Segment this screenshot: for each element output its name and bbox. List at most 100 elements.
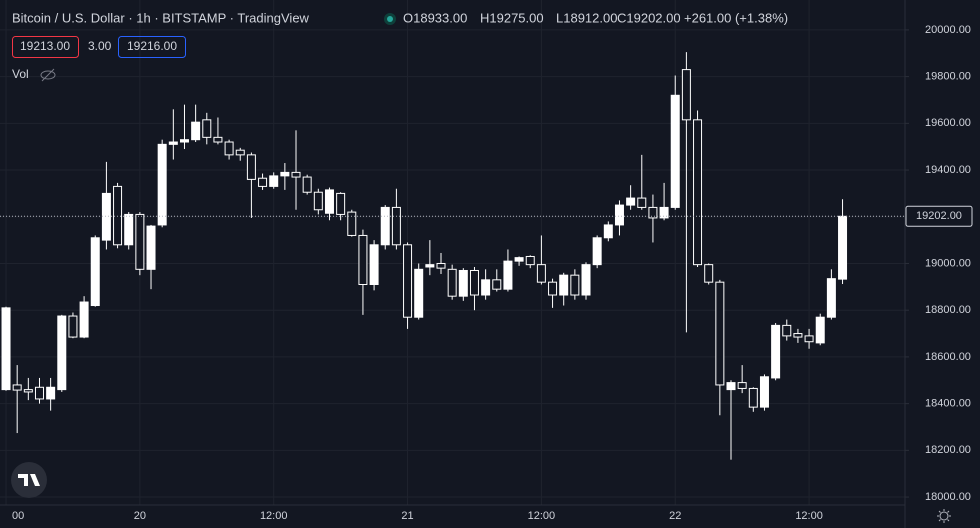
candle-body (581, 264, 591, 296)
ask-box[interactable] (118, 36, 186, 58)
settings-icon[interactable] (937, 509, 951, 523)
candle-body (46, 386, 56, 400)
candle-body (759, 376, 769, 408)
volume-label: Vol (12, 67, 29, 81)
candle-body (458, 269, 468, 297)
candle-body (603, 224, 613, 239)
last-price-label: 19202.00 (916, 210, 962, 222)
candle-body (514, 257, 524, 262)
candle-body (748, 387, 758, 408)
candle-body (90, 237, 100, 307)
y-tick-label: 18800.00 (925, 304, 971, 316)
candle-body (503, 260, 513, 290)
candle-body (481, 279, 491, 296)
candles (1, 52, 848, 460)
candle-body (324, 189, 334, 214)
candle-body (246, 154, 256, 180)
candle-body (258, 177, 268, 187)
candle-body (737, 382, 747, 389)
candle-body (391, 206, 401, 246)
bid-box[interactable] (12, 36, 79, 58)
last-price-box (905, 205, 973, 227)
chart-title: Bitcoin / U.S. Dollar · 1h · BITSTAMP · … (12, 10, 310, 25)
candle-body (380, 206, 390, 246)
ohlc-change: +261.00 (+1.38%) (684, 10, 788, 25)
candle-body (168, 141, 178, 145)
candle-body (403, 244, 413, 318)
y-tick-label: 19800.00 (925, 71, 971, 83)
x-tick-label: 12:00 (795, 510, 823, 522)
tv-logo[interactable] (11, 462, 47, 498)
candle-body (626, 197, 636, 206)
candle-body (536, 264, 546, 283)
x-tick-label: 20 (134, 510, 146, 522)
x-tick-label: 00 (12, 510, 24, 522)
candle-body (336, 192, 346, 215)
candle-body (302, 176, 312, 193)
candle-body (659, 206, 669, 219)
candle-body (447, 268, 457, 297)
ohlc-high: H19275.00 (480, 10, 544, 25)
candle-body (469, 269, 479, 296)
candle-body (157, 143, 167, 226)
candle-body (146, 225, 156, 270)
candle-body (681, 69, 691, 121)
ohlc-low: L18912.00 (556, 10, 617, 25)
candle-body (637, 197, 647, 208)
y-tick-label: 19000.00 (925, 257, 971, 269)
status-dot (387, 16, 393, 22)
y-tick-label: 19600.00 (925, 117, 971, 129)
candle-body (592, 237, 602, 266)
candle-body (313, 191, 323, 211)
candle-body (202, 119, 212, 138)
candle-body (648, 206, 658, 219)
spread: 3.00 (88, 39, 112, 53)
y-tick-label: 18400.00 (925, 398, 971, 410)
candle-body (715, 281, 725, 386)
candle-body (280, 171, 290, 177)
candle-body (838, 215, 848, 280)
candle-body (179, 139, 189, 143)
candle-body (68, 315, 78, 338)
candle-body (693, 119, 703, 266)
candle-body (726, 382, 736, 391)
candle-body (570, 274, 580, 296)
candle-body (224, 141, 234, 156)
candle-body (269, 175, 279, 187)
candle-body (793, 333, 803, 338)
candle-body (291, 171, 301, 178)
candle-body (804, 335, 814, 343)
ohlc-open: O18933.00 (403, 10, 467, 25)
x-tick-label: 12:00 (528, 510, 556, 522)
hide-icon[interactable] (40, 68, 56, 82)
candle-body (124, 213, 134, 246)
candle-body (414, 268, 424, 318)
candle-body (113, 185, 123, 246)
candle-body (548, 281, 558, 296)
candle-body (771, 324, 781, 379)
x-tick-label: 12:00 (260, 510, 288, 522)
ask-price[interactable]: 19216.00 (127, 39, 177, 53)
candle-body (79, 301, 89, 338)
candle-body (57, 315, 67, 391)
candle-body (34, 386, 44, 400)
candle-body (369, 244, 379, 286)
candle-body (614, 204, 624, 226)
candle-body (525, 255, 535, 266)
y-tick-label: 18200.00 (925, 444, 971, 456)
candle-body (358, 234, 368, 286)
ohlc-close: C19202.00 (617, 10, 681, 25)
candle-body (815, 316, 825, 344)
candle-body (492, 279, 502, 290)
y-tick-label: 18000.00 (925, 491, 971, 503)
candle-body (213, 136, 223, 143)
candle-body (704, 264, 714, 283)
bid-price[interactable]: 19213.00 (20, 39, 70, 53)
candle-body (670, 94, 680, 208)
candle-body (559, 274, 569, 296)
candle-body (191, 121, 201, 141)
candle-body (826, 278, 836, 318)
candle-body (23, 389, 33, 393)
candle-body (135, 213, 145, 270)
candle-body (782, 324, 792, 337)
